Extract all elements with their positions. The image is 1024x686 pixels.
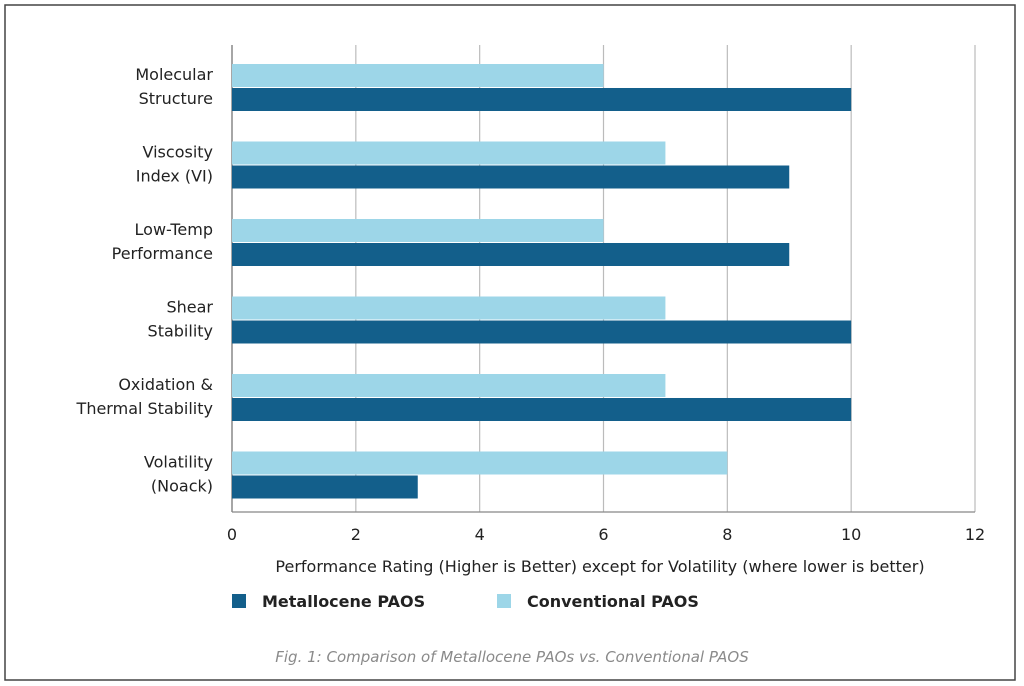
bar-conventional (232, 451, 728, 475)
category-label: Shear (166, 298, 213, 317)
x-tick-label: 12 (965, 525, 985, 544)
legend-swatch-conventional (497, 594, 511, 608)
bar-conventional (232, 219, 604, 242)
bar-metallocene (232, 398, 852, 421)
legend-label-metallocene: Metallocene PAOS (262, 592, 425, 611)
category-label: Stability (148, 322, 213, 341)
bar-metallocene (232, 320, 852, 344)
category-label: Molecular (135, 65, 213, 84)
category-label: Volatility (144, 453, 213, 472)
bar-conventional (232, 64, 604, 87)
bar-metallocene (232, 88, 852, 111)
x-axis-label: Performance Rating (Higher is Better) ex… (275, 557, 924, 576)
category-label: Oxidation & (118, 375, 213, 394)
category-label: Thermal Stability (76, 399, 213, 418)
bar-conventional (232, 141, 666, 165)
x-tick-label: 2 (351, 525, 361, 544)
x-tick-label: 10 (841, 525, 861, 544)
legend: Metallocene PAOS Conventional PAOS (232, 592, 699, 611)
category-label: Performance (112, 244, 213, 263)
category-label: Viscosity (143, 143, 213, 162)
category-label: (Noack) (151, 477, 213, 496)
bar-metallocene (232, 475, 418, 499)
x-tick-label: 8 (722, 525, 732, 544)
bar-conventional (232, 374, 666, 397)
legend-swatch-metallocene (232, 594, 246, 608)
x-tick-label: 6 (598, 525, 608, 544)
bar-conventional (232, 296, 666, 320)
x-tick-label: 4 (475, 525, 485, 544)
bar-metallocene (232, 165, 790, 189)
figure-caption: Fig. 1: Comparison of Metallocene PAOs v… (275, 648, 749, 666)
category-label: Index (VI) (136, 167, 213, 186)
bar-metallocene (232, 243, 790, 266)
frame-border (4, 4, 1016, 681)
legend-label-conventional: Conventional PAOS (527, 592, 699, 611)
x-tick-label: 0 (227, 525, 237, 544)
category-label: Structure (139, 89, 213, 108)
category-label: Low-Temp (135, 220, 213, 239)
